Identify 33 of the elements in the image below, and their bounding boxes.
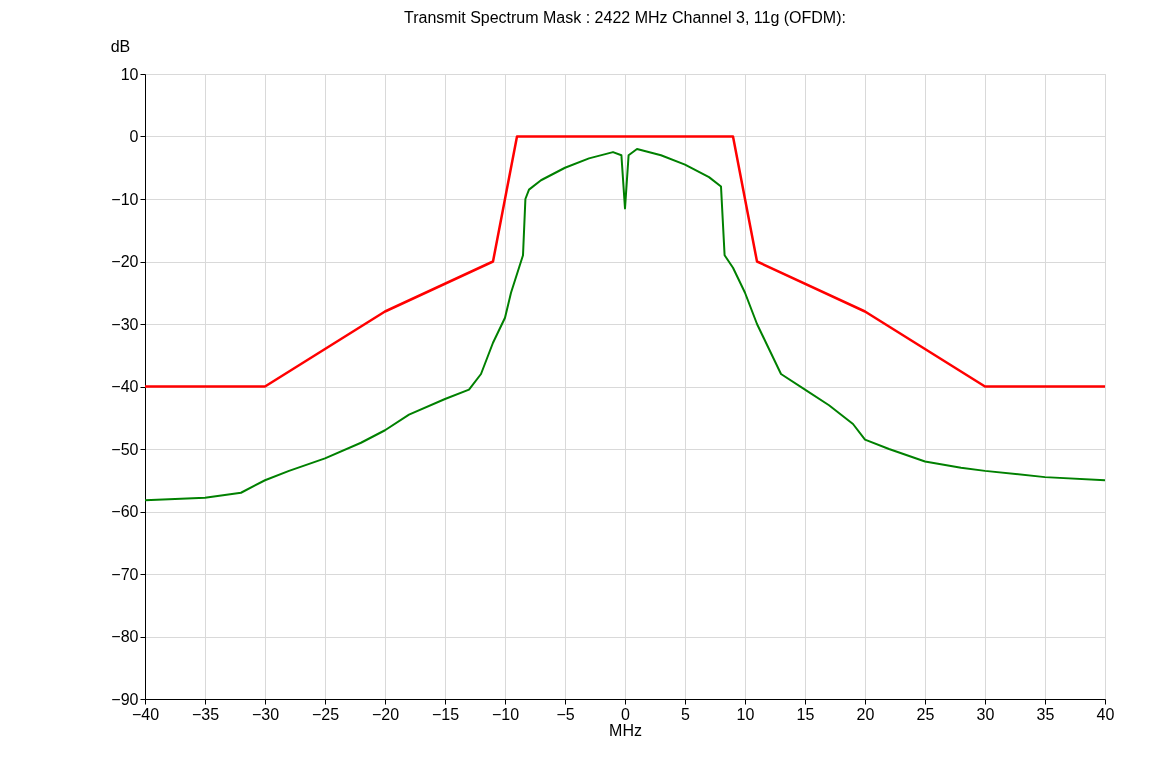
x-tick-label: −15 — [431, 705, 460, 723]
x-tick-label: −35 — [191, 705, 220, 723]
y-tick-label: 0 — [129, 128, 139, 145]
x-tick-label: −5 — [556, 705, 575, 723]
y-tick-label: −30 — [111, 315, 139, 333]
x-tick-label: 35 — [1036, 705, 1055, 723]
y-axis-title: dB — [110, 37, 131, 55]
x-tick-label: −25 — [311, 705, 340, 723]
y-tick-label: −40 — [111, 378, 139, 395]
y-tick-label: −80 — [111, 628, 139, 645]
x-tick-label: 30 — [976, 705, 995, 723]
x-tick-label: −30 — [251, 705, 280, 723]
chart-title: Transmit Spectrum Mask : 2422 MHz Channel 3, 11g (OFDM): — [404, 9, 846, 26]
y-tick-label: −70 — [111, 565, 139, 583]
x-tick-label: 15 — [796, 705, 815, 723]
x-tick-label: 0 — [621, 705, 631, 723]
line-series — [145, 148, 1105, 502]
y-tick-label: −60 — [111, 503, 139, 520]
x-tick-label: 5 — [681, 705, 691, 723]
x-tick-label: −40 — [131, 705, 160, 723]
line-series — [145, 135, 1105, 388]
y-tick-label: −10 — [111, 190, 139, 208]
y-tick-label: −50 — [111, 440, 139, 458]
y-tick-label: 10 — [120, 65, 139, 83]
x-tick-label: 25 — [916, 705, 935, 723]
x-tick-label: 10 — [736, 705, 755, 723]
x-axis-title: MHz — [609, 721, 642, 739]
y-tick-label: −20 — [111, 253, 139, 270]
y-tick-label: −90 — [111, 690, 139, 708]
x-tick-label: −10 — [491, 705, 520, 723]
x-tick-label: 40 — [1096, 705, 1115, 723]
x-tick-label: −20 — [371, 705, 400, 723]
x-tick-label: 20 — [856, 705, 875, 723]
